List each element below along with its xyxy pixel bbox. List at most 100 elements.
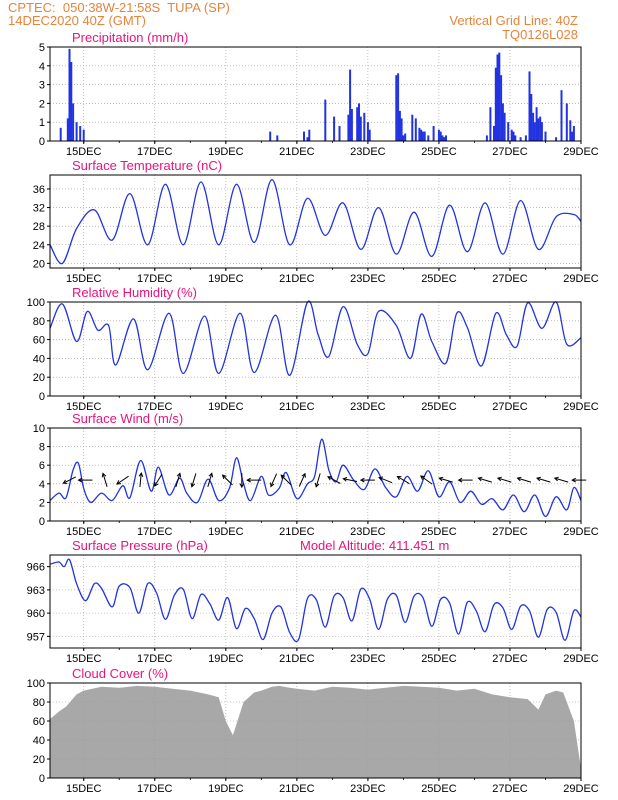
wind-ytick-label: 10	[33, 423, 45, 435]
precip-bar	[489, 107, 492, 141]
precip-bar	[533, 122, 536, 141]
precip-bar	[512, 131, 515, 141]
humidity-ytick-label: 80	[33, 316, 45, 328]
precip-bar	[540, 122, 543, 141]
precip-bar	[66, 118, 69, 141]
wind-ytick-label: 8	[39, 442, 45, 454]
wind-arrow	[298, 472, 306, 487]
temp-ytick-label: 36	[33, 184, 45, 196]
precip-bar	[441, 135, 444, 141]
wind-arrow-head	[327, 476, 332, 481]
cloud-xtick-label: 19DEC	[208, 783, 244, 795]
wind-arrow	[175, 472, 182, 487]
wind-arrow	[101, 472, 108, 487]
wind-arrow-shaft	[280, 474, 292, 486]
wind-arrow-head	[270, 482, 275, 488]
wind-arrow	[270, 473, 278, 488]
humidity-xtick-label: 17DEC	[137, 401, 173, 413]
precip-bar	[503, 112, 506, 141]
precip-bar	[397, 73, 400, 141]
wind-arrow-head	[208, 472, 214, 478]
wind-arrow-head	[536, 476, 542, 482]
humidity-ytick-label: 60	[33, 335, 45, 347]
cloud-ytick-label: 40	[33, 735, 45, 747]
precip-bar	[338, 126, 341, 141]
precip-bar	[411, 114, 414, 141]
temp-xtick-label: 17DEC	[137, 273, 173, 285]
temp-xtick-label: 15DEC	[66, 273, 102, 285]
precip-bar	[356, 107, 359, 141]
precip-bar	[350, 109, 353, 141]
cloud-ytick-label: 100	[27, 678, 45, 690]
precip-bar	[59, 127, 62, 141]
wind-frame	[49, 427, 582, 522]
wind-xtick-label: 15DEC	[66, 526, 102, 538]
wind-arrow-head	[101, 472, 107, 478]
cloud-xtick-label: 15DEC	[66, 783, 102, 795]
wind-arrow-head	[438, 476, 444, 482]
wind-arrow	[246, 477, 262, 483]
wind-arrow	[77, 477, 93, 483]
precip-bar	[404, 133, 407, 141]
wind-arrow-head	[190, 482, 196, 488]
wind-arrow-head	[378, 476, 384, 481]
pressure-ytick-label: 966	[27, 562, 45, 574]
precip-bar	[544, 131, 547, 141]
wind-arrow-head	[154, 481, 159, 487]
precip-title: Precipitation (mm/h)	[72, 30, 188, 45]
wind-arrow-head	[419, 475, 425, 480]
precip-bar	[507, 122, 510, 141]
wind-arrow-shaft	[439, 477, 453, 483]
wind-arrow-head	[314, 482, 320, 488]
wind-arrow-shaft	[270, 473, 278, 487]
precip-bar	[324, 99, 327, 141]
wind-arrow-head	[496, 476, 502, 482]
wind-arrow-head	[239, 483, 245, 489]
cloud-cover-area	[50, 685, 581, 778]
precip-bar	[398, 110, 401, 141]
precip-bar	[514, 135, 517, 141]
wind-arrow-head	[280, 474, 286, 480]
precip-xtick-label: 19DEC	[208, 146, 244, 158]
precip-bar	[363, 112, 366, 141]
wind-arrow	[138, 472, 144, 488]
precip-frame	[49, 46, 582, 142]
pressure-panel: Surface Pressure (hPa) Model Altitude: 41…	[27, 538, 599, 665]
humidity-xtick-label: 19DEC	[208, 401, 244, 413]
humidity-xtick-label: 21DEC	[279, 401, 315, 413]
wind-arrow	[190, 473, 197, 488]
wind-arrow-shaft	[102, 473, 108, 487]
temp-ytick-label: 20	[33, 258, 45, 270]
wind-arrow-head	[221, 474, 227, 480]
wind-arrow-head	[116, 480, 122, 485]
precip-bar	[565, 103, 568, 141]
wind-arrow-head	[77, 477, 83, 483]
cloud-ytick-label: 0	[39, 773, 45, 785]
wind-arrow-shaft	[191, 473, 197, 487]
precip-bar	[347, 114, 350, 141]
precip-bar	[437, 129, 440, 141]
wind-ytick-label: 2	[39, 497, 45, 509]
wind-arrow-shaft	[175, 473, 181, 487]
precip-ytick-label: 3	[39, 80, 45, 92]
wind-arrow	[280, 474, 292, 486]
precip-bar	[501, 103, 504, 141]
wind-arrow-shaft	[517, 477, 532, 483]
pressure-ytick-label: 963	[27, 585, 45, 597]
wind-xtick-label: 23DEC	[350, 526, 386, 538]
date-header: 14DEC2020 40Z (GMT)	[8, 13, 146, 28]
station-header: CPTEC: 050:38W-21:58S TUPA (SP)	[8, 0, 230, 15]
wind-arrow-shaft	[315, 473, 321, 487]
wind-arrow-head	[301, 472, 306, 478]
wind-arrow-shaft	[207, 473, 213, 487]
precip-bar	[276, 135, 279, 141]
humidity-ytick-label: 100	[27, 297, 45, 309]
precip-panel: Precipitation (mm/h) 0 1 2 3 4 5 15DEC 17DEC 19DE…	[39, 30, 599, 158]
precip-bar	[485, 135, 488, 141]
wind-arrow	[457, 477, 473, 483]
precip-bar	[366, 122, 369, 141]
precip-xtick-label: 27DEC	[492, 146, 528, 158]
humidity-xtick-label: 27DEC	[492, 401, 528, 413]
wind-arrow-head	[176, 472, 182, 478]
